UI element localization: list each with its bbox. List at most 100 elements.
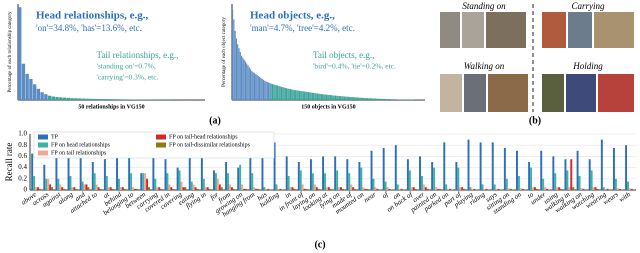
- bar: [345, 96, 347, 100]
- bar: [398, 188, 401, 190]
- bar: [275, 85, 277, 100]
- bar: [273, 84, 275, 100]
- bar: [33, 176, 36, 190]
- bar: [241, 55, 243, 100]
- bar: [528, 162, 531, 190]
- bar: [560, 188, 563, 190]
- bar: [363, 97, 365, 100]
- bar: [329, 188, 332, 190]
- bar: [632, 189, 635, 190]
- bar: [346, 159, 349, 190]
- bar: [614, 178, 617, 190]
- bar: [406, 159, 409, 190]
- bar: [289, 187, 292, 190]
- bar: [566, 170, 569, 190]
- bar: [309, 159, 312, 190]
- bar: [241, 184, 244, 190]
- annotation: Tail objects, e.g.,: [313, 50, 374, 60]
- bar: [128, 156, 131, 190]
- bar: [516, 150, 518, 190]
- bar: [388, 188, 391, 190]
- bar: [628, 188, 631, 190]
- bar: [333, 95, 335, 100]
- bar: [107, 187, 110, 190]
- bar: [507, 188, 510, 190]
- panel-label: (a): [209, 115, 221, 126]
- bar: [612, 148, 615, 190]
- bar: [103, 159, 106, 190]
- bar: [192, 184, 195, 190]
- annotation: 'carrying'=0.3%, etc.: [97, 73, 159, 82]
- bar: [243, 59, 245, 100]
- bar: [70, 98, 74, 100]
- bar: [356, 97, 358, 100]
- annotation: 'bird'=0.4%, 'tie'=0.2%, etc.: [313, 62, 396, 71]
- bar: [519, 188, 522, 190]
- bar: [443, 142, 446, 190]
- legend-swatch: [156, 134, 166, 140]
- bar: [288, 88, 290, 100]
- bar: [358, 162, 361, 190]
- bar: [250, 69, 252, 100]
- bar: [100, 99, 104, 100]
- bar: [45, 178, 48, 190]
- bar: [327, 187, 330, 190]
- bar: [570, 159, 573, 190]
- bar: [237, 167, 240, 190]
- bar: [213, 170, 215, 190]
- bar: [71, 187, 74, 190]
- bar: [280, 86, 283, 100]
- bar: [244, 61, 247, 100]
- bar: [503, 148, 506, 190]
- photo: [568, 12, 592, 48]
- bar: [544, 187, 547, 190]
- bar: [604, 188, 607, 190]
- bar: [625, 145, 628, 190]
- bar: [376, 188, 379, 190]
- bar: [208, 188, 211, 190]
- bar: [487, 189, 490, 190]
- bar: [305, 188, 308, 190]
- bar: [350, 96, 352, 100]
- bar: [287, 88, 289, 100]
- bar: [278, 85, 280, 100]
- bar: [123, 188, 126, 190]
- bar: [374, 187, 377, 190]
- bar: [160, 188, 163, 190]
- bar: [274, 84, 276, 100]
- bar: [51, 187, 54, 190]
- bar: [291, 89, 293, 100]
- bar: [449, 188, 452, 190]
- bar: [172, 188, 175, 190]
- bar: [279, 86, 281, 100]
- bar: [325, 94, 328, 100]
- bar: [469, 187, 472, 190]
- bar: [85, 98, 89, 100]
- bar: [530, 167, 533, 190]
- bar: [261, 78, 263, 100]
- bar: [148, 187, 150, 190]
- bar: [608, 189, 611, 190]
- bar: [355, 97, 357, 100]
- bar: [170, 187, 173, 190]
- bar: [350, 184, 353, 190]
- bar: [535, 188, 538, 190]
- bar: [431, 162, 434, 190]
- bar: [263, 187, 266, 190]
- bar: [329, 95, 331, 100]
- bar: [229, 184, 231, 190]
- bar: [220, 187, 223, 190]
- bar: [218, 184, 221, 190]
- bar: [408, 170, 411, 190]
- bar: [354, 97, 356, 100]
- bar: [200, 153, 203, 190]
- bar: [89, 98, 93, 100]
- bar: [18, 7, 22, 101]
- bar: [390, 189, 393, 190]
- bar: [21, 63, 26, 100]
- bar: [364, 188, 367, 190]
- bar: [390, 99, 392, 100]
- y-tick-label: 0.2: [18, 174, 27, 182]
- bar: [584, 189, 587, 190]
